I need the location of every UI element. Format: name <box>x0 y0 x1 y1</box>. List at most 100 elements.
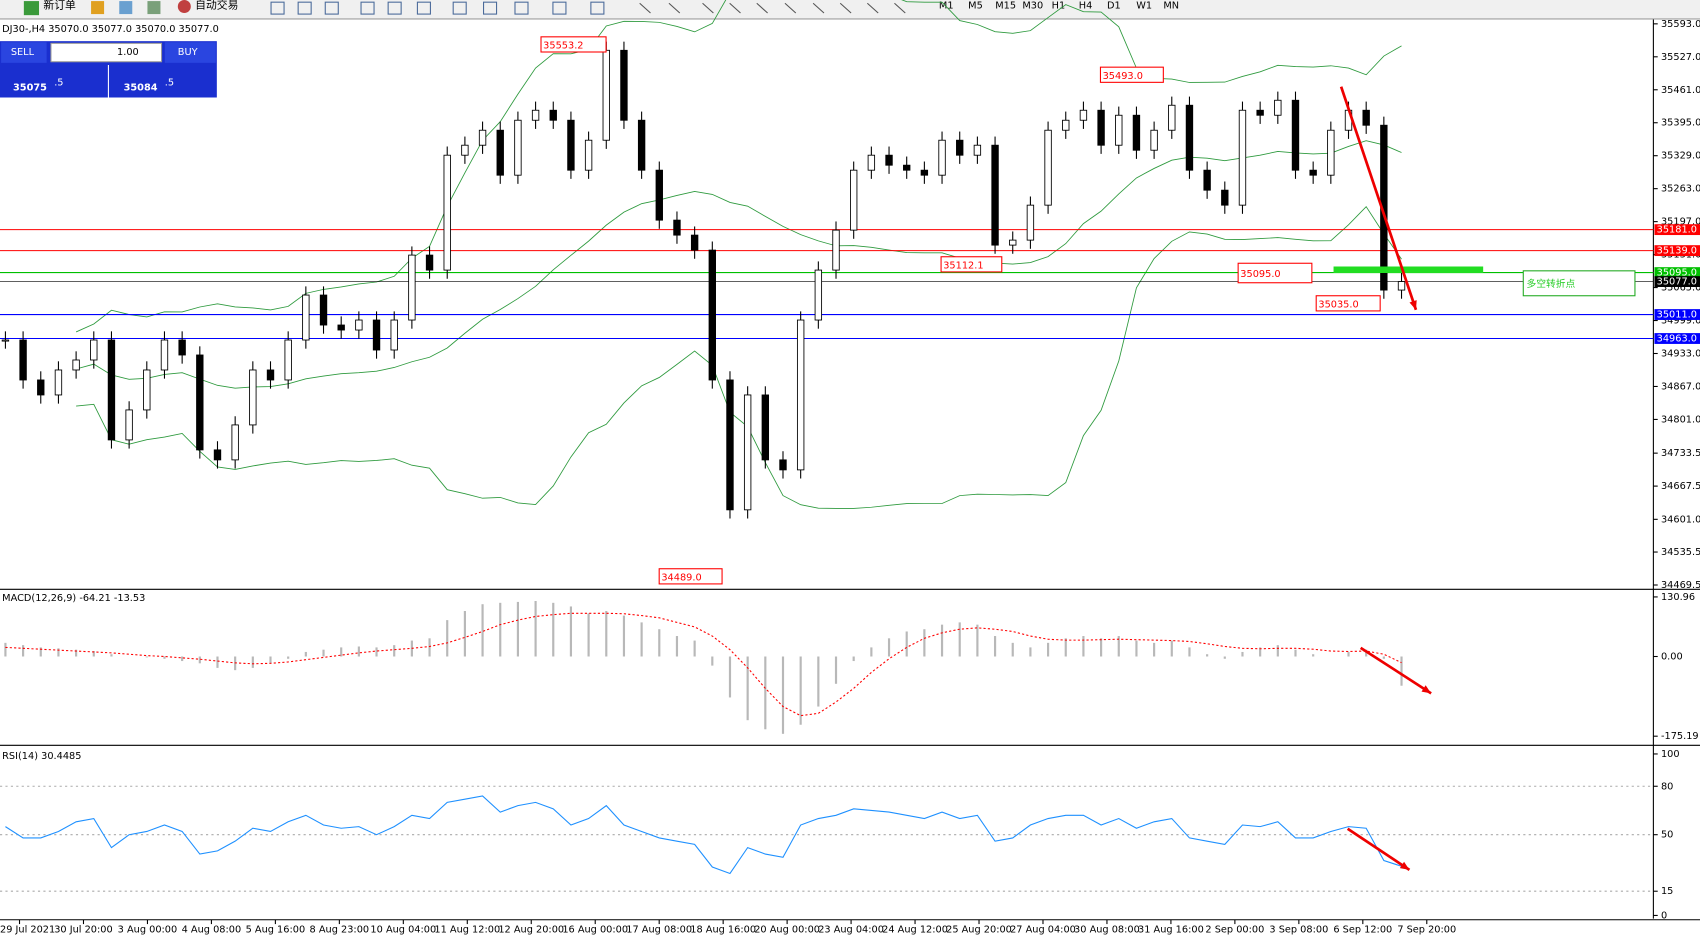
candle <box>850 169 858 231</box>
macd-bar <box>57 648 60 657</box>
tool-icon[interactable] <box>552 1 567 15</box>
timeframe-button[interactable]: H1 <box>1052 0 1066 11</box>
tool-icon[interactable] <box>483 1 498 15</box>
drawing-tool[interactable] <box>839 2 852 14</box>
drawing-tool[interactable] <box>866 2 879 14</box>
drawing-tool[interactable] <box>639 2 651 14</box>
candle <box>620 49 628 121</box>
buy-price-tail[interactable]: .5 <box>165 77 174 88</box>
macd-tick-label: 0.00 <box>1661 652 1683 663</box>
auto-trading-button[interactable]: 自动交易 <box>195 0 238 11</box>
sell-label[interactable]: SELL <box>11 47 35 58</box>
candle <box>408 254 416 321</box>
buy-button[interactable] <box>164 42 216 63</box>
candle <box>673 219 681 236</box>
drawing-tool[interactable] <box>668 2 681 14</box>
tool-icon[interactable] <box>514 1 529 15</box>
price-annotation: 35553.2 <box>543 41 583 52</box>
lot-field[interactable] <box>50 42 163 63</box>
candle <box>991 144 999 246</box>
macd-bar <box>163 656 166 659</box>
tool-icon[interactable] <box>452 1 467 15</box>
sell-price[interactable]: 35075 <box>13 83 47 94</box>
turning-point-label: 多空转折点 <box>1527 277 1576 290</box>
timeframe-button[interactable]: MN <box>1163 0 1179 11</box>
toolbar-icon[interactable] <box>119 1 133 15</box>
candle <box>708 249 716 381</box>
timeframe-button[interactable]: D1 <box>1107 0 1121 11</box>
drawing-tool[interactable] <box>784 2 797 14</box>
tool-icon[interactable] <box>590 1 605 15</box>
tool-icon[interactable] <box>360 1 375 15</box>
price-tick-label: 34535.5 <box>1661 547 1700 558</box>
drawing-tool[interactable] <box>812 2 825 14</box>
new-order-icon[interactable] <box>23 1 40 16</box>
trend-arrow <box>1346 827 1411 872</box>
drawing-tool[interactable] <box>756 2 768 14</box>
tool-icon[interactable] <box>416 1 431 15</box>
candle <box>1132 114 1141 151</box>
price-level-label: 35181.0 <box>1657 225 1697 236</box>
macd-bar <box>145 656 148 658</box>
price-tick-label: 35329.0 <box>1661 151 1700 162</box>
macd-bar <box>446 620 449 657</box>
macd-bar <box>1347 651 1350 657</box>
drawing-tool[interactable] <box>729 2 741 14</box>
lot-size[interactable]: 1.00 <box>117 47 139 58</box>
tool-icon[interactable] <box>324 1 339 15</box>
new-order-button[interactable]: 新订单 <box>43 0 76 11</box>
price-tick-label: 34469.5 <box>1661 580 1700 591</box>
candle <box>549 109 557 121</box>
candle <box>1397 281 1406 291</box>
timeframe-button[interactable]: M5 <box>968 0 983 11</box>
candle <box>19 339 27 381</box>
candle <box>266 369 275 381</box>
macd-bar <box>552 602 555 657</box>
rsi-line <box>5 795 1402 875</box>
buy-label[interactable]: BUY <box>178 47 198 58</box>
rsi-tick-label: 80 <box>1661 781 1673 792</box>
candle <box>531 109 540 121</box>
price-tick-label: 35527.0 <box>1661 52 1700 63</box>
time-tick-label: 8 Aug 23:00 <box>310 925 370 936</box>
buy-price[interactable]: 35084 <box>124 83 158 94</box>
drawing-tool[interactable] <box>702 2 714 14</box>
price-tick-label: 35461.0 <box>1661 85 1700 96</box>
tool-icon[interactable] <box>270 1 285 15</box>
candle <box>372 319 381 351</box>
separator <box>0 18 1700 20</box>
price-level-tag <box>1654 245 1700 257</box>
macd-bar <box>675 636 679 657</box>
candle <box>319 294 328 326</box>
tool-icon[interactable] <box>297 1 312 15</box>
price-annotation: 35095.0 <box>1240 269 1280 280</box>
macd-bar <box>1276 645 1279 657</box>
auto-trading-icon[interactable] <box>177 0 191 13</box>
macd-bar <box>22 645 25 657</box>
candle <box>107 339 116 441</box>
macd-bar <box>1382 656 1385 659</box>
macd-bar <box>923 629 926 657</box>
toolbar-icon[interactable] <box>147 1 161 15</box>
rsi-tick-label: 15 <box>1661 886 1673 897</box>
macd-title: MACD(12,26,9) -64.21 -13.53 <box>2 593 145 604</box>
candle <box>72 359 80 371</box>
sell-price-tail[interactable]: .5 <box>54 77 63 88</box>
candle <box>1327 129 1335 176</box>
toolbar-icon[interactable] <box>91 1 105 15</box>
sell-button[interactable] <box>1 42 47 63</box>
macd-bar <box>375 647 378 657</box>
price-annotation: 35112.1 <box>943 260 983 271</box>
candle <box>1079 109 1088 121</box>
rsi-tick-label: 100 <box>1661 749 1680 760</box>
timeframe-button[interactable]: W1 <box>1136 0 1152 11</box>
timeframe-button[interactable]: M15 <box>995 0 1016 11</box>
timeframe-button[interactable]: H4 <box>1079 0 1093 11</box>
timeframe-button[interactable]: M30 <box>1022 0 1043 11</box>
drawing-tool[interactable] <box>894 2 906 14</box>
tool-icon[interactable] <box>387 1 402 15</box>
candle <box>1 339 10 342</box>
timeframe-button[interactable]: M1 <box>939 0 954 11</box>
macd-bar <box>1029 647 1032 657</box>
